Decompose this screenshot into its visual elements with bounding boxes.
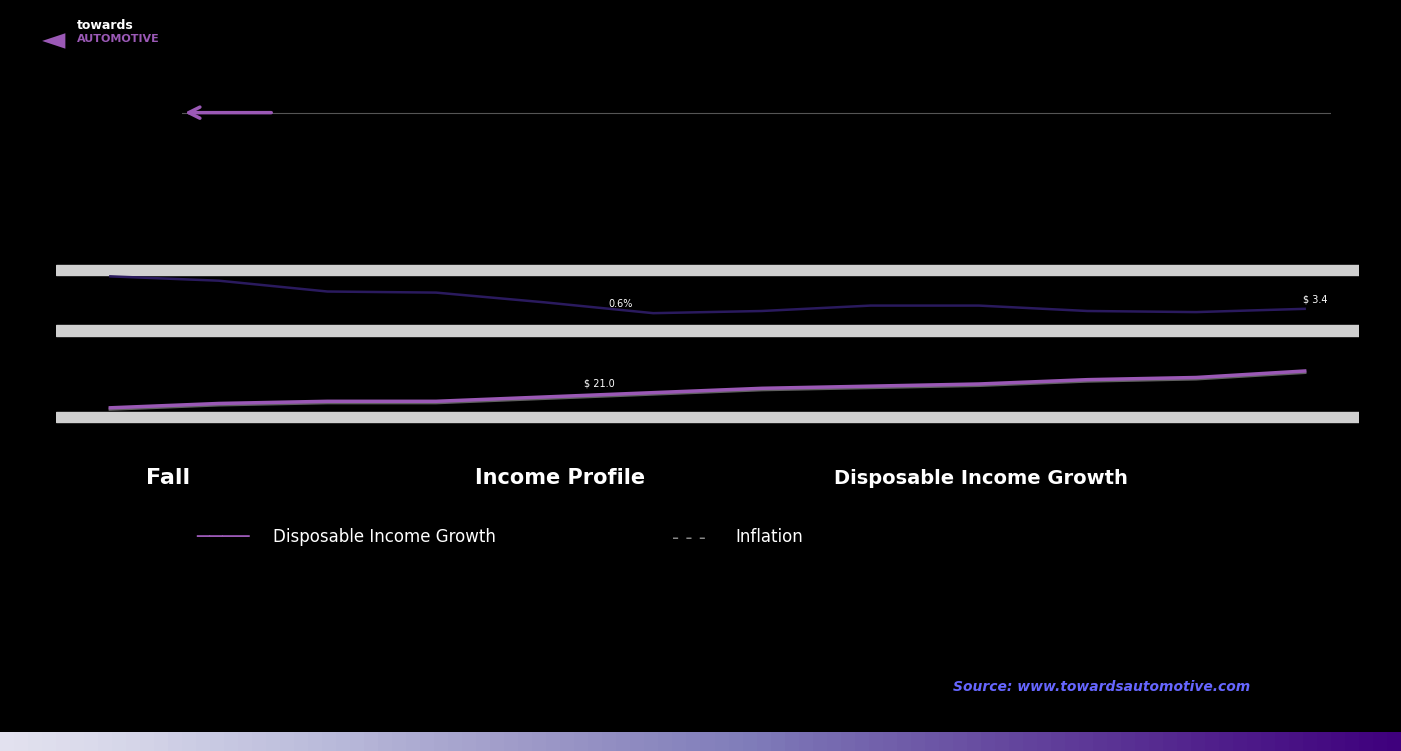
Text: Source: www.towardsautomotive.com: Source: www.towardsautomotive.com xyxy=(953,680,1250,694)
Text: Income Profile: Income Profile xyxy=(475,469,646,488)
Text: ◄: ◄ xyxy=(42,26,66,56)
Bar xyxy=(56,325,1359,336)
Text: $ 21.0: $ 21.0 xyxy=(584,378,614,388)
Text: Inflation: Inflation xyxy=(736,528,803,546)
Text: Fall: Fall xyxy=(146,469,191,488)
Text: AUTOMOTIVE: AUTOMOTIVE xyxy=(77,34,160,44)
Text: Disposable Income Growth: Disposable Income Growth xyxy=(273,528,496,546)
Text: $ 3.4: $ 3.4 xyxy=(1303,294,1328,304)
Bar xyxy=(56,412,1359,422)
Text: towards: towards xyxy=(77,19,134,32)
Text: - - -: - - - xyxy=(672,529,706,548)
Bar xyxy=(56,264,1359,275)
Text: 0.6%: 0.6% xyxy=(608,299,633,309)
Text: ────: ──── xyxy=(196,529,249,548)
Text: Disposable Income Growth: Disposable Income Growth xyxy=(834,469,1128,488)
